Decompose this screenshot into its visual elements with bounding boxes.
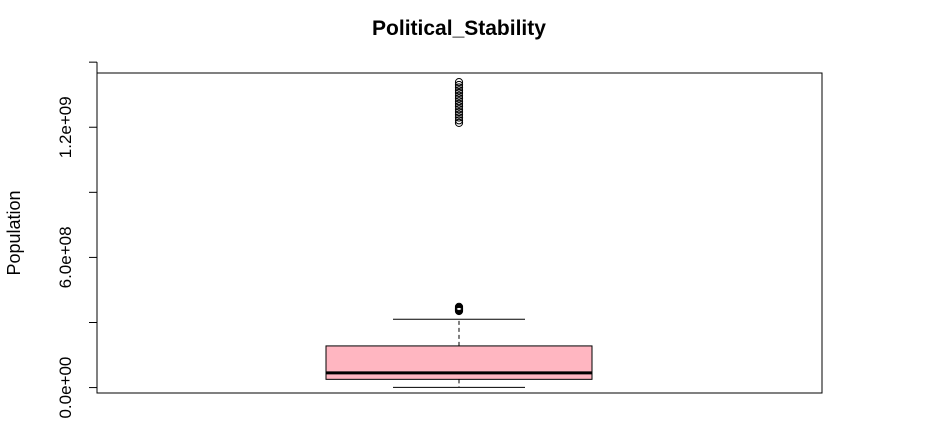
outlier-point bbox=[454, 88, 464, 98]
outlier-point bbox=[454, 97, 464, 106]
outlier-group bbox=[454, 78, 464, 316]
y-axis: 0.0e+00 6.0e+08 1.2e+09 bbox=[56, 61, 98, 419]
outlier-point bbox=[454, 107, 464, 117]
outlier-point bbox=[454, 110, 464, 119]
outlier-point bbox=[454, 91, 464, 100]
outlier-point bbox=[454, 113, 464, 122]
y-axis-label: Population bbox=[4, 190, 24, 275]
outlier-point bbox=[454, 116, 464, 125]
y-tick-label: 0.0e+00 bbox=[56, 357, 75, 419]
outlier-point bbox=[454, 78, 464, 87]
outlier-point bbox=[454, 80, 464, 90]
outlier-point bbox=[454, 86, 464, 95]
box-group bbox=[325, 318, 593, 388]
chart-title: Political_Stability bbox=[372, 17, 546, 40]
outlier-point bbox=[454, 102, 464, 111]
outlier-point bbox=[454, 99, 464, 108]
outlier-point bbox=[454, 302, 464, 311]
y-tick-label: 1.2e+09 bbox=[56, 96, 75, 158]
outlier-point bbox=[454, 105, 464, 114]
outlier-point bbox=[454, 118, 464, 127]
outlier-point bbox=[454, 94, 464, 103]
outlier-point bbox=[454, 83, 464, 92]
y-tick-label: 6.0e+08 bbox=[56, 226, 75, 288]
